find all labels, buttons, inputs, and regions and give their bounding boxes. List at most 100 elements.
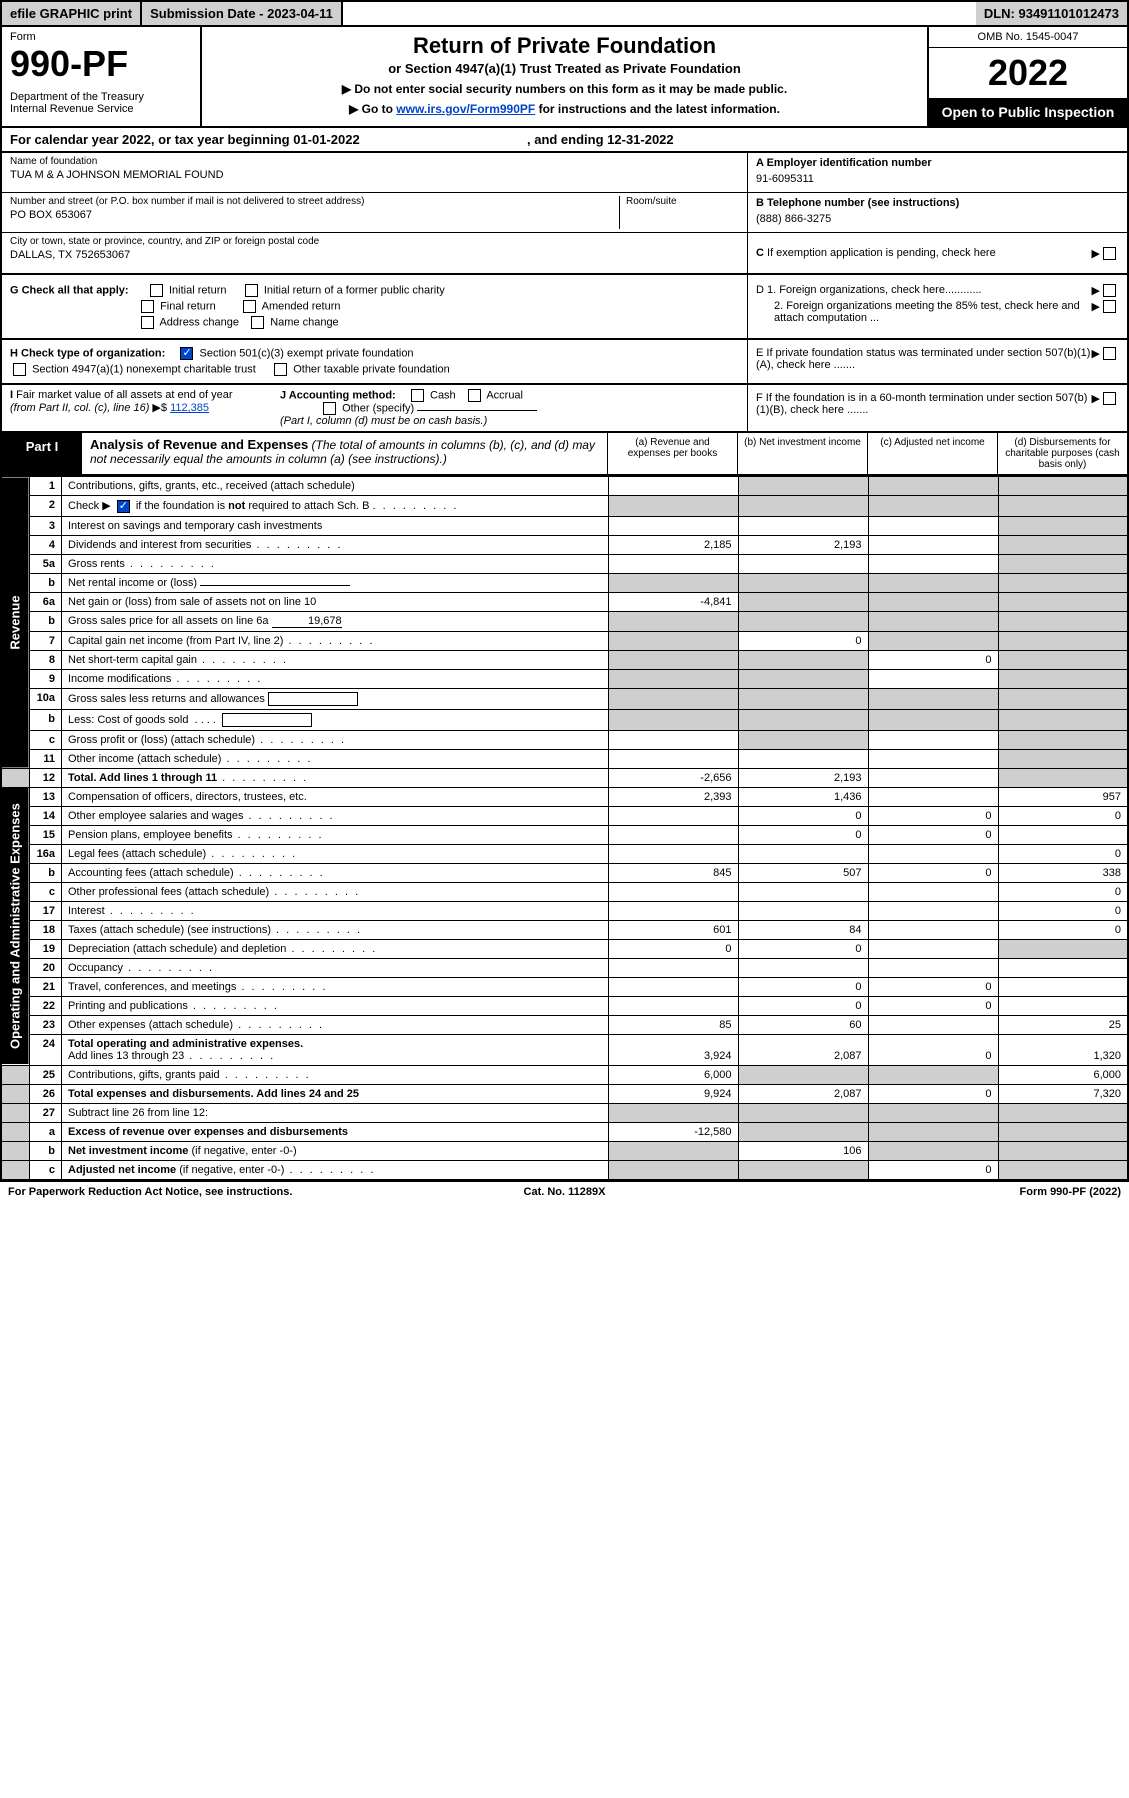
initial-return-checkbox[interactable] [150,284,163,297]
checks-he: H Check type of organization: Section 50… [0,340,1129,385]
ij-block: I Fair market value of all assets at end… [2,385,747,431]
f-label: F If the foundation is in a 60-month ter… [756,392,1092,416]
arrow-icon: ▶ [1092,347,1100,371]
yearline-post: , and ending 12-31-2022 [527,132,674,147]
table-row: 11 Other income (attach schedule) [1,749,1128,768]
table-row: 9 Income modifications [1,669,1128,688]
city-value: DALLAS, TX 752653067 [10,249,739,261]
table-row: 5a Gross rents [1,554,1128,573]
form-header: Form 990-PF Department of the TreasuryIn… [0,27,1129,128]
cell-a: 2,185 [608,535,738,554]
501c3-checkbox[interactable] [180,347,193,360]
schb-checkbox[interactable] [117,500,130,513]
phone-row: B Telephone number (see instructions) (8… [748,193,1127,233]
table-row: 22 Printing and publications 0 0 [1,996,1128,1015]
initial-return-label: Initial return [169,284,226,296]
table-row: 20 Occupancy [1,958,1128,977]
d2-checkbox[interactable] [1103,300,1116,313]
phone-value: (888) 866-3275 [756,213,1119,225]
row-num: 1 [30,477,62,496]
name-change-label: Name change [270,316,339,328]
4947-label: Section 4947(a)(1) nonexempt charitable … [32,363,256,375]
e-check: E If private foundation status was termi… [747,340,1127,383]
expenses-sidetab: Operating and Administrative Expenses [1,787,30,1065]
form-label: Form [10,31,192,43]
fmv-value: 112,385 [170,402,209,414]
row-num: 2 [30,496,62,517]
501c3-label: Section 501(c)(3) exempt private foundat… [200,347,414,359]
table-row: a Excess of revenue over expenses and di… [1,1122,1128,1141]
dln-label: DLN: 93491101012473 [976,2,1127,25]
entity-right: A Employer identification number 91-6095… [747,153,1127,273]
d2-label: 2. Foreign organizations meeting the 85%… [756,300,1092,324]
cash-checkbox[interactable] [411,389,424,402]
address-label: Number and street (or P.O. box number if… [10,196,619,207]
header-left: Form 990-PF Department of the TreasuryIn… [2,27,202,126]
efile-print-label[interactable]: efile GRAPHIC print [2,2,142,25]
topbar-spacer [343,2,976,25]
open-public-label: Open to Public Inspection [929,98,1127,126]
table-row: 17 Interest 0 [1,901,1128,920]
f-checkbox[interactable] [1103,392,1116,405]
header-right: OMB No. 1545-0047 2022 Open to Public In… [927,27,1127,126]
other-method-checkbox[interactable] [323,402,336,415]
note2-pre: ▶ Go to [349,102,396,116]
col-a-header: (a) Revenue and expenses per books [607,433,737,474]
h-checks: H Check type of organization: Section 50… [2,340,747,383]
amended-return-checkbox[interactable] [243,300,256,313]
cell-d [998,477,1128,496]
e-label: E If private foundation status was termi… [756,347,1092,371]
row-desc: Check ▶ if the foundation is not require… [62,496,609,517]
g-checks: G Check all that apply: Initial return I… [2,275,747,338]
r2-pre: Check ▶ [68,500,111,512]
irs-link[interactable]: www.irs.gov/Form990PF [396,102,535,116]
4947-checkbox[interactable] [13,363,26,376]
dept-label: Department of the TreasuryInternal Reven… [10,91,192,115]
h-label: H Check type of organization: [10,347,165,359]
table-row: Revenue 1 Contributions, gifts, grants, … [1,477,1128,496]
table-row: b Gross sales price for all assets on li… [1,611,1128,631]
f-check: F If the foundation is in a 60-month ter… [747,385,1127,431]
col-c-header: (c) Adjusted net income [867,433,997,474]
footer-right: Form 990-PF (2022) [750,1186,1121,1198]
form-number: 990-PF [10,43,192,85]
initial-former-checkbox[interactable] [245,284,258,297]
d1-checkbox[interactable] [1103,284,1116,297]
table-row: 23 Other expenses (attach schedule) 85 6… [1,1015,1128,1034]
exemption-row: C If exemption application is pending, c… [748,233,1127,273]
table-row: 16a Legal fees (attach schedule) 0 [1,844,1128,863]
cell-a: -4,841 [608,592,738,611]
j-note: (Part I, column (d) must be on cash basi… [280,415,739,427]
part1-title-text: Analysis of Revenue and Expenses [90,437,308,452]
name-change-checkbox[interactable] [251,316,264,329]
arrow-icon: ▶ [1092,392,1100,416]
footer-left: For Paperwork Reduction Act Notice, see … [8,1186,379,1198]
address-change-checkbox[interactable] [141,316,154,329]
final-return-checkbox[interactable] [141,300,154,313]
other-taxable-checkbox[interactable] [274,363,287,376]
part1-table: Revenue 1 Contributions, gifts, grants, … [0,476,1129,1181]
col-b-header: (b) Net investment income [737,433,867,474]
table-row: b Accounting fees (attach schedule) 845 … [1,863,1128,882]
table-row: 3 Interest on savings and temporary cash… [1,516,1128,535]
other-taxable-label: Other taxable private foundation [293,363,450,375]
foundation-name-label: Name of foundation [10,156,739,167]
table-row: 10a Gross sales less returns and allowan… [1,688,1128,709]
ein-label: A Employer identification number [756,157,932,169]
form-note-2: ▶ Go to www.irs.gov/Form990PF for instru… [208,102,921,116]
table-row: 19 Depreciation (attach schedule) and de… [1,939,1128,958]
part1-label: Part I [2,433,82,474]
e-checkbox[interactable] [1103,347,1116,360]
cell-b: 0 [738,631,868,650]
arrow-icon: ▶ [1092,300,1100,324]
d-checks: D 1. Foreign organizations, check here..… [747,275,1127,338]
room-label: Room/suite [626,196,739,207]
arrow-icon: ▶ [1092,247,1100,260]
ein-value: 91-6095311 [756,173,1119,185]
checks-ijf: I Fair market value of all assets at end… [0,385,1129,433]
table-row: 25 Contributions, gifts, grants paid 6,0… [1,1065,1128,1084]
revenue-sidetab: Revenue [1,477,30,769]
accrual-checkbox[interactable] [468,389,481,402]
table-row: 15 Pension plans, employee benefits 0 0 [1,825,1128,844]
exemption-checkbox[interactable] [1103,247,1116,260]
